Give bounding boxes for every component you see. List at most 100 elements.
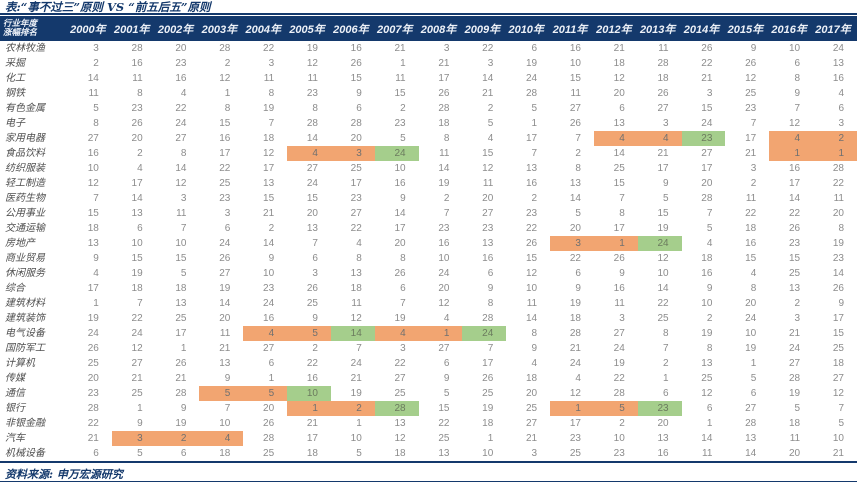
rank-cell: 9 (706, 283, 713, 294)
rank-cell: 27 (832, 373, 844, 384)
rank-cell: 8 (312, 103, 318, 114)
rank-cell: 15 (613, 178, 625, 189)
year-column-header: 2005年 (287, 16, 331, 41)
rank-cell: 3 (663, 118, 669, 129)
rank-cell: 28 (613, 388, 625, 399)
rank-cell: 13 (525, 163, 538, 174)
table-row: 综合 17 18 18 19 23 26 18 6 20 9 10 9 16 14 9 8 13 26 (0, 281, 857, 296)
rank-cell: 11 (833, 193, 844, 204)
rank-cell: 25 (482, 388, 494, 399)
rank-cell: 12 (306, 58, 318, 69)
rank-cell: 4 (575, 373, 581, 384)
rank-cell: 4 (487, 133, 494, 144)
rank-cell: 15 (394, 88, 406, 99)
rank-cell: 7 (93, 193, 99, 204)
rank-cell: 4 (769, 131, 814, 146)
rank-cell: 23 (482, 223, 494, 234)
rank-cell: 27 (306, 163, 318, 174)
year-column-header: 2015年 (725, 16, 770, 41)
rank-cell: 14 (788, 193, 801, 204)
year-column-header: 2002年 (155, 16, 200, 41)
rank-cell: 12 (701, 388, 713, 399)
rank-cell: 20 (394, 238, 406, 249)
rank-cell: 16 (219, 133, 231, 144)
rank-cell: 20 (306, 208, 318, 219)
rank-cell: 5 (575, 208, 581, 219)
rank-cell: 27 (175, 133, 187, 144)
rank-cell: 13 (87, 238, 99, 249)
rank-cell: 15 (175, 253, 187, 264)
rank-cell: 25 (263, 448, 275, 459)
rank-cell: 22 (525, 223, 538, 234)
rank-cell: 19 (306, 43, 318, 54)
rank-cell: 14 (306, 133, 318, 144)
rank-cell: 11 (702, 448, 713, 459)
rank-cell: 20 (87, 373, 99, 384)
industry-label: 通信 (5, 388, 25, 399)
rank-cell: 10 (788, 43, 801, 54)
rank-cell: 13 (175, 298, 187, 309)
rank-cell: 28 (438, 103, 450, 114)
rank-cell: 23 (832, 253, 844, 264)
rank-cell: 17 (569, 418, 581, 429)
rank-cell: 7 (750, 118, 757, 129)
rank-cell: 14 (219, 298, 231, 309)
rank-cell: 26 (131, 118, 143, 129)
rank-cell: 10 (613, 433, 625, 444)
rank-cell: 9 (838, 298, 844, 309)
rank-cell: 10 (350, 433, 362, 444)
table-row: 建筑材料 1 7 13 14 24 25 11 7 12 8 11 19 11 22 10 20 2 9 (0, 296, 857, 311)
rank-cell: 27 (131, 358, 143, 369)
rank-cell: 12 (832, 388, 844, 399)
rank-cell: 21 (745, 148, 757, 159)
rank-cell: 3 (487, 58, 494, 69)
rank-cell: 16 (175, 73, 187, 84)
rank-cell: 7 (137, 298, 143, 309)
rank-cell: 11 (219, 328, 231, 339)
title-divider (0, 13, 857, 15)
rank-cell: 18 (131, 283, 143, 294)
rank-cell: 2 (531, 193, 538, 204)
rank-cell: 4 (374, 326, 419, 341)
rank-cell: 26 (569, 118, 581, 129)
rank-cell: 9 (224, 373, 231, 384)
year-column-header: 2013年 (637, 16, 682, 41)
rank-cell: 13 (306, 223, 318, 234)
rank-cell: 18 (394, 448, 406, 459)
rank-cell: 20 (438, 283, 450, 294)
year-column-header: 2006年 (330, 16, 375, 41)
rank-cell: 10 (263, 268, 275, 279)
rank-cell: 21 (394, 43, 406, 54)
rank-cell: 9 (443, 373, 450, 384)
corner-header-line1: 行业年度 (3, 18, 38, 29)
rank-cell: 10 (701, 298, 713, 309)
rank-cell: 13 (438, 448, 450, 459)
rank-cell: 23 (637, 401, 682, 416)
rank-cell: 28 (87, 403, 99, 414)
rank-cell: 11 (570, 88, 581, 99)
rank-cell: 2 (487, 103, 494, 114)
rank-cell: 26 (306, 283, 318, 294)
year-column-header: 2012年 (593, 16, 638, 41)
rank-cell: 8 (400, 253, 406, 264)
corner-header: 行业年度 涨幅排名 (0, 16, 68, 41)
rank-cell: 23 (131, 103, 143, 114)
rank-cell: 6 (400, 283, 406, 294)
rank-cell: 28 (263, 433, 275, 444)
year-column-header: 2014年 (681, 16, 726, 41)
rank-cell: 21 (569, 343, 581, 354)
rank-cell: 17 (175, 328, 187, 339)
rank-cell: 1 (593, 236, 638, 251)
rank-cell: 14 (131, 193, 143, 204)
rank-cell: 6 (180, 448, 187, 459)
rank-cell: 18 (438, 118, 450, 129)
table-body: 农林牧渔 3 28 20 28 22 19 16 21 3 22 6 16 21 11 26 9 10 24 采掘 2 1… (0, 41, 857, 461)
rank-cell: 16 (394, 178, 406, 189)
rank-cell: 3 (312, 268, 318, 279)
rank-cell: 3 (443, 43, 450, 54)
rank-cell: 20 (613, 88, 625, 99)
rank-cell: 13 (613, 118, 625, 129)
industry-label: 国防军工 (5, 343, 45, 354)
rank-cell: 18 (701, 253, 713, 264)
rank-cell: 25 (788, 268, 801, 279)
